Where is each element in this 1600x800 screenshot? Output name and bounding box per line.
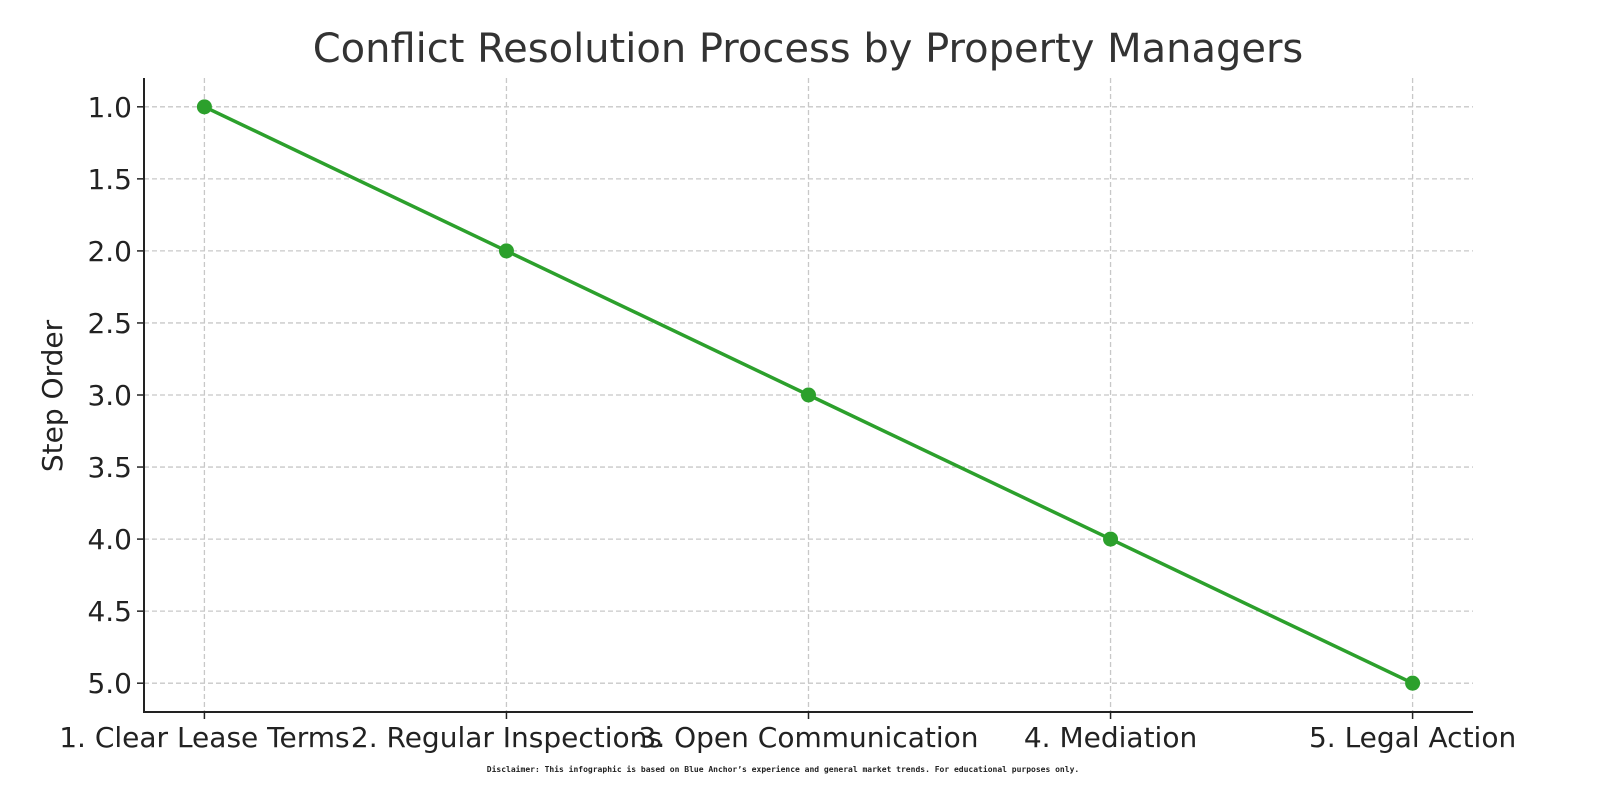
x-tick-label: 4. Mediation bbox=[1024, 721, 1197, 754]
x-tick-label: 5. Legal Action bbox=[1309, 721, 1516, 754]
chart-title: Conflict Resolution Process by Property … bbox=[313, 26, 1304, 72]
data-point bbox=[801, 387, 816, 403]
x-tick-label: 1. Clear Lease Terms bbox=[59, 721, 349, 754]
y-axis-label: Step Order bbox=[36, 319, 69, 472]
x-tick-label: 2. Regular Inspections bbox=[351, 721, 662, 754]
grid bbox=[144, 78, 1473, 712]
y-tick-label: 4.5 bbox=[87, 595, 132, 628]
y-tick-label: 3.0 bbox=[87, 379, 132, 412]
data-point bbox=[196, 99, 212, 115]
data-point bbox=[1405, 675, 1421, 691]
y-tick-label: 2.5 bbox=[87, 307, 132, 340]
disclaimer: Disclaimer: This infographic is based on… bbox=[487, 764, 1079, 774]
y-ticks: 1.0 1.5 2.0 2.5 3.0 3.5 4.0 4.5 5.0 bbox=[87, 91, 144, 700]
y-tick-label: 5.0 bbox=[87, 667, 132, 700]
y-tick-label: 3.5 bbox=[87, 451, 132, 484]
x-ticks: 1. Clear Lease Terms 2. Regular Inspectio… bbox=[59, 712, 1516, 754]
data-point bbox=[498, 243, 514, 259]
y-tick-label: 1.0 bbox=[87, 91, 132, 124]
y-tick-label: 4.0 bbox=[87, 523, 132, 556]
y-tick-label: 2.0 bbox=[87, 235, 132, 268]
y-tick-label: 1.5 bbox=[87, 163, 132, 196]
series-line bbox=[196, 99, 1421, 691]
x-tick-label: 3. Open Communication bbox=[639, 721, 979, 754]
data-point bbox=[1103, 531, 1119, 547]
